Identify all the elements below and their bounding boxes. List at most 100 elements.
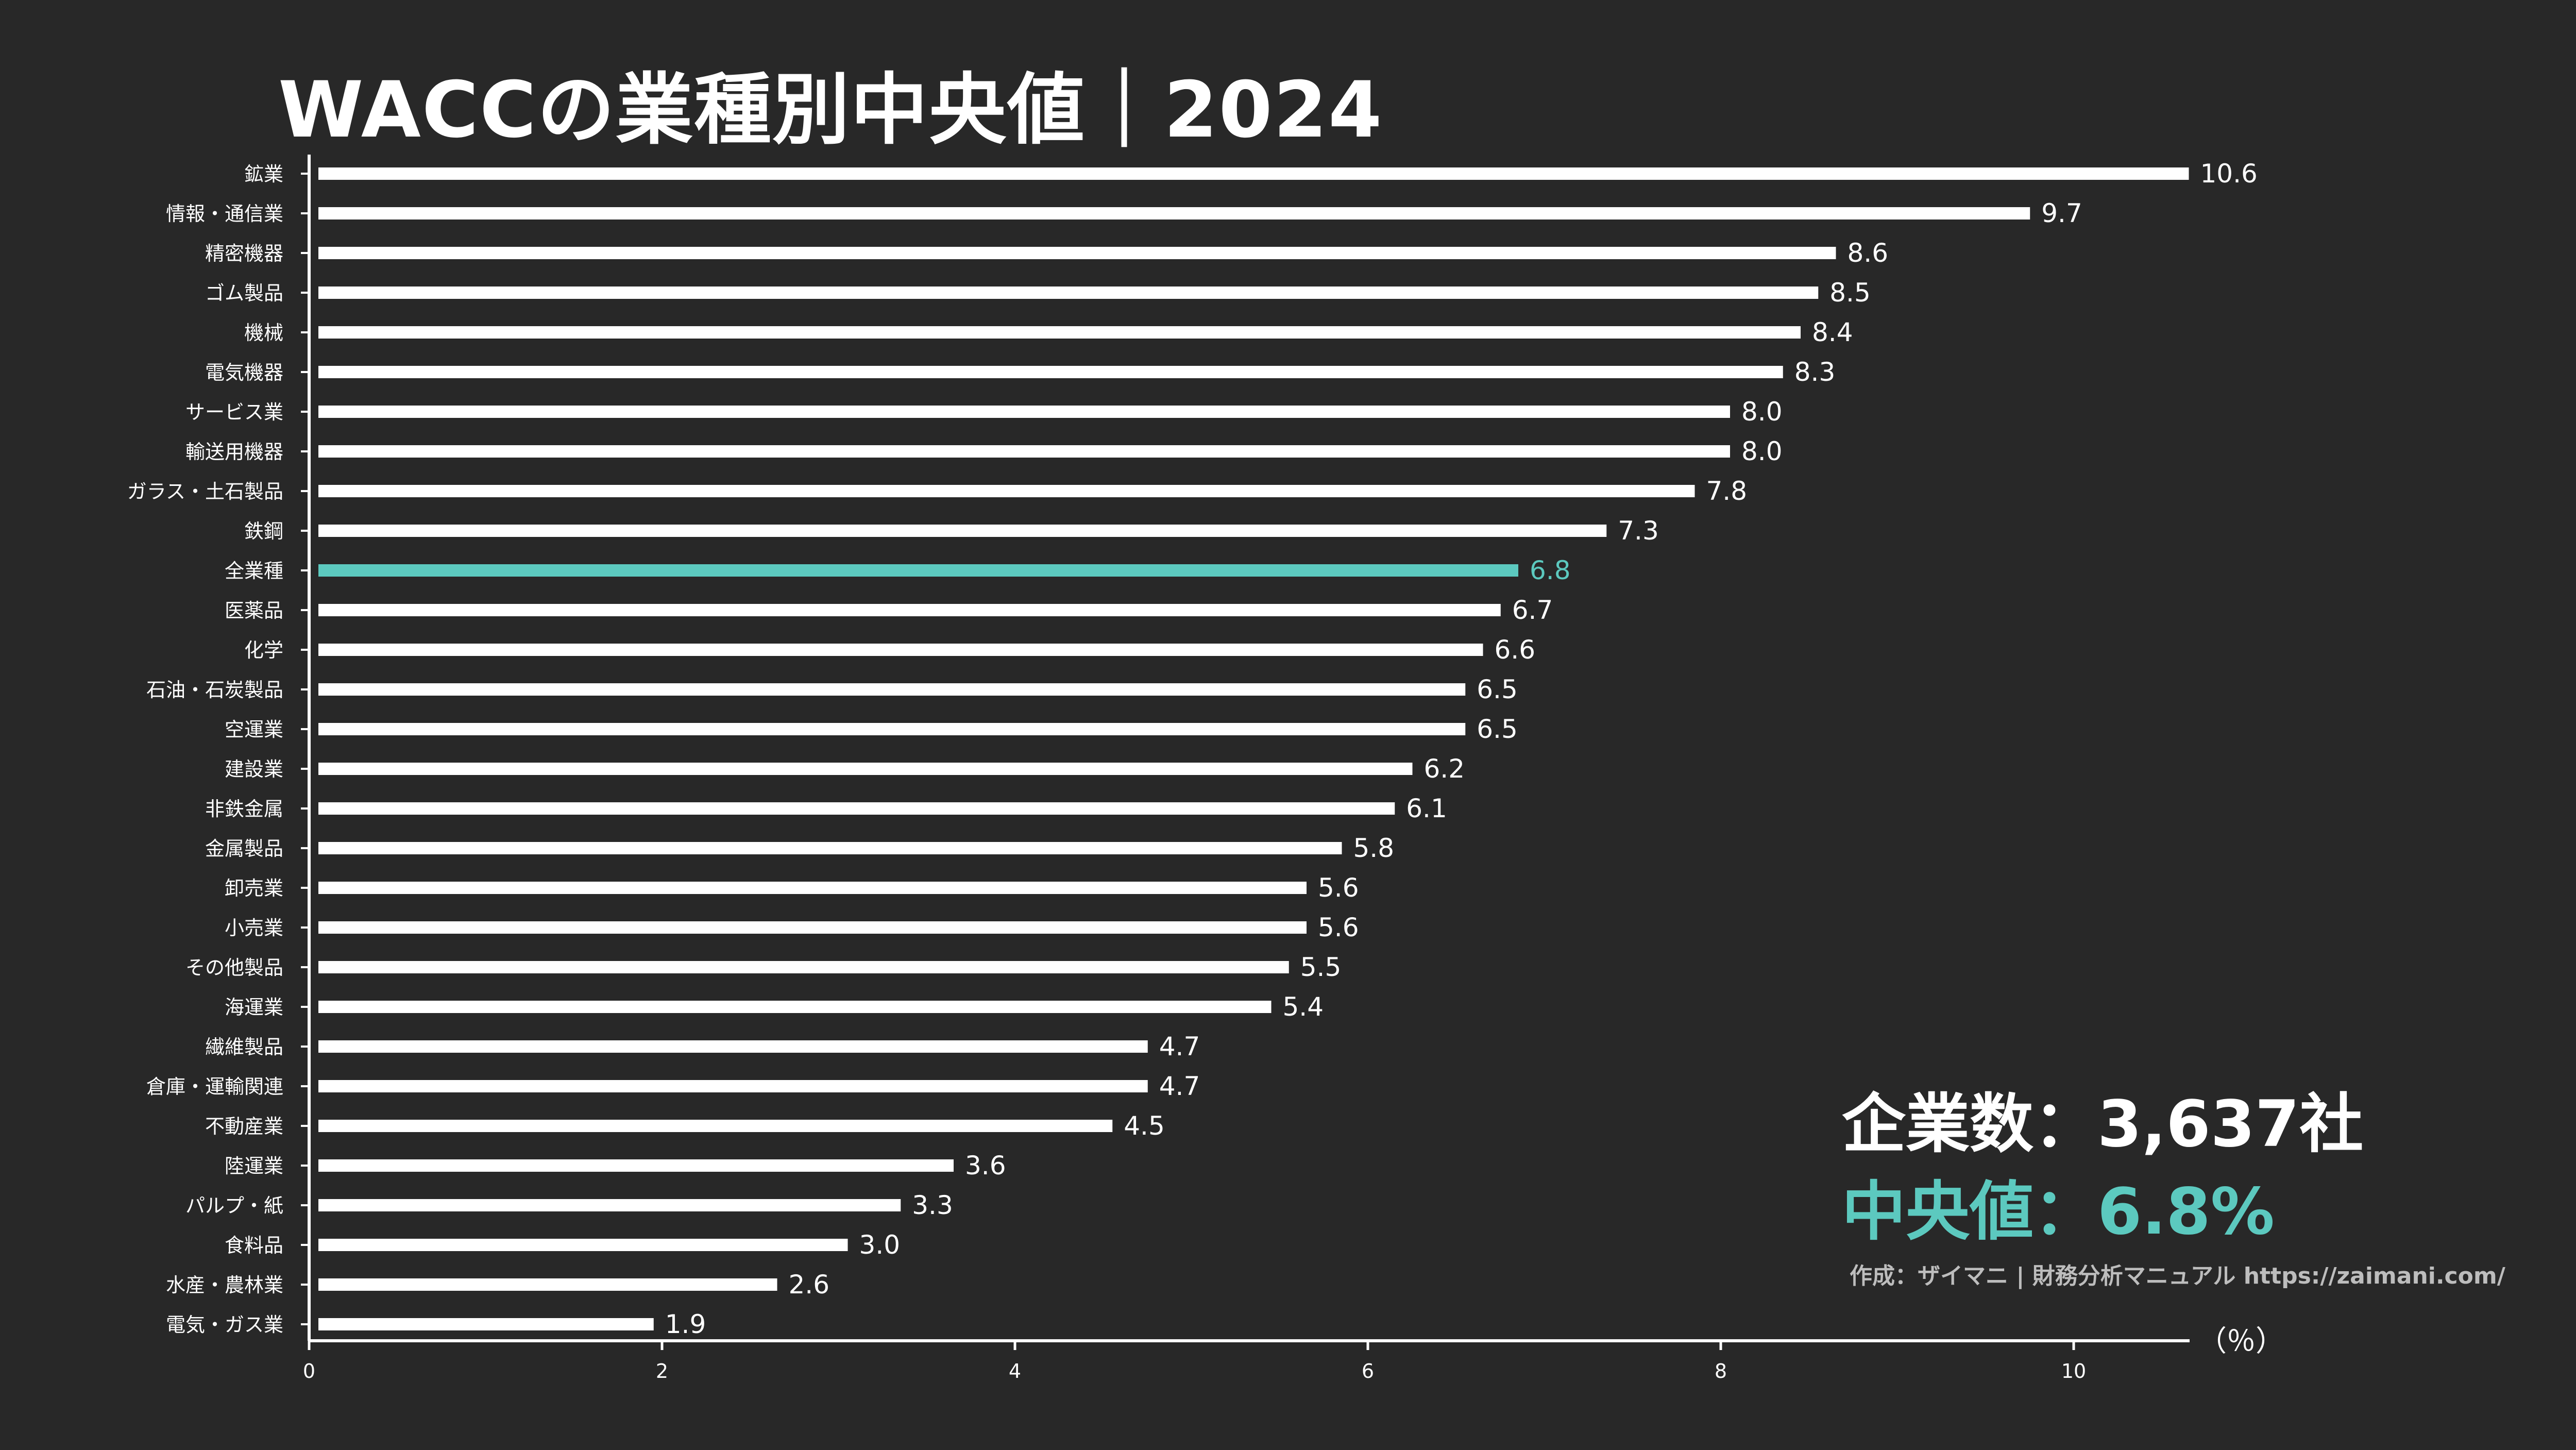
bar (318, 167, 2189, 180)
value-label: 8.5 (1829, 278, 1871, 308)
category-label: 鉱業 (244, 163, 283, 186)
category-label: 食料品 (225, 1234, 283, 1257)
bar (318, 683, 1466, 696)
value-label: 5.6 (1318, 873, 1359, 903)
bar (318, 1040, 1148, 1053)
x-tick-label: 6 (1362, 1360, 1374, 1382)
bar (318, 1159, 954, 1172)
bar (318, 1278, 777, 1291)
category-label: 電気・ガス業 (166, 1313, 283, 1336)
bar (318, 644, 1483, 656)
value-label: 6.1 (1406, 794, 1447, 823)
bar (318, 842, 1342, 854)
bar (318, 1318, 654, 1330)
credit-line: 作成：ザイマニ | 財務分析マニュアル https://zaimani.com/ (1850, 1263, 2505, 1289)
value-label: 4.7 (1159, 1032, 1200, 1061)
x-tick-label: 0 (303, 1360, 315, 1382)
bar (318, 1239, 848, 1251)
x-axis-unit-label: （％） (2198, 1325, 2284, 1358)
value-label: 5.4 (1283, 992, 1324, 1022)
value-label: 5.5 (1300, 952, 1342, 982)
bar (318, 763, 1413, 775)
value-label: 7.3 (1618, 516, 1659, 546)
bar (318, 207, 2030, 220)
category-label: 石油・石炭製品 (146, 679, 283, 701)
value-label: 6.5 (1477, 714, 1518, 744)
x-tick-label: 4 (1009, 1360, 1021, 1382)
category-label: 精密機器 (205, 242, 283, 265)
bar (318, 1199, 901, 1211)
bar (318, 525, 1607, 537)
value-label: 8.0 (1741, 436, 1783, 466)
company-count-stat: 企業数：3,637社 (1842, 1087, 2364, 1161)
value-label: 8.4 (1812, 317, 1853, 347)
category-label: 全業種 (225, 560, 283, 582)
category-label: ゴム製品 (205, 282, 283, 305)
bar (318, 247, 1836, 259)
bar (318, 1001, 1272, 1013)
bar (318, 1120, 1113, 1132)
category-label: ガラス・土石製品 (127, 480, 283, 503)
category-label: 卸売業 (225, 877, 283, 900)
category-label: パルプ・紙 (185, 1194, 283, 1217)
bar (318, 961, 1289, 973)
bar (318, 286, 1819, 299)
category-label: 情報・通信業 (166, 203, 283, 225)
value-label: 8.0 (1741, 397, 1783, 427)
category-label: 水産・農林業 (166, 1274, 283, 1296)
value-label: 1.9 (665, 1309, 706, 1339)
category-label: 不動産業 (205, 1115, 283, 1138)
category-label: 陸運業 (225, 1155, 283, 1177)
category-label: 輸送用機器 (185, 441, 283, 463)
bar (318, 723, 1466, 735)
category-label: 建設業 (225, 758, 283, 781)
category-label: 医薬品 (225, 599, 283, 622)
bar (318, 882, 1307, 894)
value-label: 4.7 (1159, 1071, 1200, 1101)
category-label: 化学 (244, 639, 283, 662)
category-label: 小売業 (225, 917, 283, 939)
value-label: 5.8 (1353, 833, 1395, 863)
category-label: その他製品 (185, 956, 283, 979)
bar (318, 445, 1730, 458)
category-label: 金属製品 (205, 837, 283, 860)
value-label: 2.6 (789, 1270, 830, 1300)
value-label: 3.6 (965, 1151, 1006, 1181)
value-label: 6.2 (1424, 754, 1465, 784)
value-label: 5.6 (1318, 913, 1359, 942)
value-label: 10.6 (2200, 159, 2258, 189)
value-label: 3.0 (859, 1230, 901, 1260)
value-label: 7.8 (1706, 476, 1748, 506)
category-label: 海運業 (225, 996, 283, 1019)
x-tick-label: 8 (1715, 1360, 1727, 1382)
value-label: 4.5 (1124, 1111, 1165, 1141)
chart-title: WACCの業種別中央値｜2024 (278, 65, 1383, 155)
category-label: 空運業 (225, 718, 283, 741)
bar (318, 921, 1307, 934)
category-label: 繊維製品 (205, 1036, 283, 1058)
bar (318, 366, 1783, 378)
bar (318, 406, 1730, 418)
median-stat: 中央値：6.8% (1842, 1175, 2275, 1249)
value-label: 9.7 (2041, 198, 2082, 228)
category-label: 非鉄金属 (205, 798, 283, 820)
value-label: 6.8 (1530, 555, 1571, 585)
value-label: 6.5 (1477, 675, 1518, 704)
category-label: 電気機器 (205, 361, 283, 384)
value-label: 3.3 (912, 1190, 953, 1220)
category-label: サービス業 (185, 401, 283, 424)
bar (318, 1080, 1148, 1092)
category-label: 鉄鋼 (244, 520, 283, 543)
bar (318, 604, 1501, 616)
value-label: 8.3 (1794, 357, 1836, 387)
value-label: 6.6 (1495, 635, 1536, 665)
bar (318, 326, 1801, 339)
value-label: 6.7 (1512, 595, 1553, 625)
bar (318, 802, 1395, 815)
x-tick-label: 2 (656, 1360, 668, 1382)
x-tick-label: 10 (2061, 1360, 2086, 1382)
bar (318, 485, 1695, 497)
value-label: 8.6 (1848, 238, 1889, 268)
